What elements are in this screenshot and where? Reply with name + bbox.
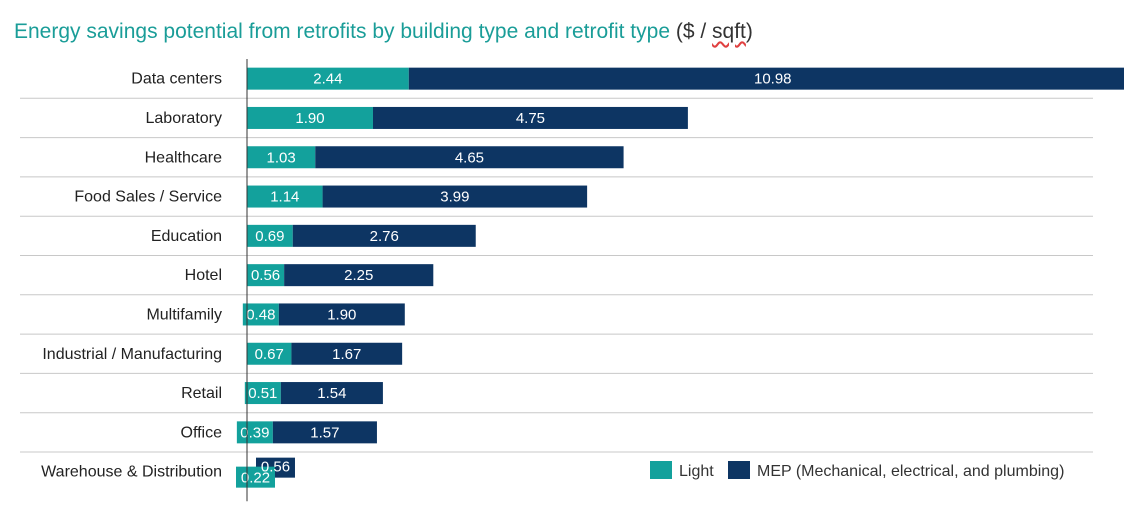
title-text: Energy savings potential from retrofits …	[14, 20, 671, 43]
value-label-light: 0.69	[255, 228, 284, 245]
bar-light	[247, 106, 373, 129]
value-label-light: 2.44	[313, 71, 342, 88]
legend-label-mep: MEP (Mechanical, electrical, and plumbin…	[757, 463, 1064, 480]
value-label-light: 0.39	[240, 424, 269, 441]
unit-prefix: ($ /	[675, 20, 713, 43]
unit-suffix: )	[745, 20, 753, 43]
bar-mep	[284, 264, 434, 287]
title-unit: ($ / sqft)	[676, 20, 753, 43]
category-label: Multifamily	[146, 306, 222, 323]
value-label-mep: 0.56	[261, 459, 290, 476]
value-label-light: 1.90	[295, 110, 324, 127]
value-label-mep: 4.65	[455, 149, 484, 166]
bar-light	[244, 382, 281, 405]
value-label-mep: 1.54	[317, 385, 346, 402]
legend-swatch-light	[650, 461, 672, 479]
value-label-light: 0.22	[241, 470, 270, 487]
bar-light	[236, 421, 273, 444]
bar-light	[236, 466, 275, 488]
value-label-light: 1.14	[270, 189, 299, 206]
bar-light	[247, 146, 316, 169]
category-label: Laboratory	[146, 110, 223, 127]
bar-light	[247, 342, 292, 365]
value-label-light: 0.67	[255, 346, 284, 363]
value-label-light: 0.51	[248, 385, 277, 402]
category-label: Industrial / Manufacturing	[42, 346, 222, 363]
bar-mep	[315, 146, 624, 169]
bar-mep	[372, 106, 688, 129]
value-label-mep: 3.99	[440, 189, 469, 206]
bar-light	[247, 67, 409, 90]
bar-mep	[291, 342, 403, 365]
category-label: Data centers	[131, 71, 222, 88]
chart-title: Energy savings potential from retrofits …	[14, 20, 753, 44]
bar-mep	[272, 421, 377, 444]
legend-label-light: Light	[679, 463, 714, 480]
category-label: Healthcare	[145, 149, 222, 166]
bar-mep	[408, 67, 1124, 90]
bar-mep	[280, 382, 383, 405]
bar-mep	[322, 185, 588, 208]
legend-swatch-mep	[728, 461, 750, 479]
bar-mep	[278, 303, 405, 326]
category-label: Hotel	[185, 267, 222, 284]
bar-mep	[292, 224, 476, 247]
value-label-light: 1.03	[267, 149, 296, 166]
value-label-mep: 4.75	[516, 110, 545, 127]
value-label-mep: 1.90	[327, 306, 356, 323]
value-label-mep: 1.57	[310, 424, 339, 441]
category-label: Education	[151, 228, 222, 245]
bar-light	[247, 264, 285, 287]
value-label-light: 0.56	[251, 267, 280, 284]
bar-light	[242, 303, 279, 326]
category-label: Retail	[181, 385, 222, 402]
value-label-mep: 2.25	[344, 267, 373, 284]
value-label-mep: 2.76	[370, 228, 399, 245]
value-label-light: 0.48	[246, 306, 275, 323]
unit-word: sqft	[712, 20, 746, 43]
category-label: Office	[181, 424, 223, 441]
value-label-mep: 1.67	[332, 346, 361, 363]
category-label: Food Sales / Service	[74, 189, 222, 206]
bar-light	[247, 224, 293, 247]
category-label: Warehouse & Distribution	[41, 464, 222, 481]
value-label-mep: 10.98	[754, 71, 792, 88]
bar-light	[247, 185, 323, 208]
